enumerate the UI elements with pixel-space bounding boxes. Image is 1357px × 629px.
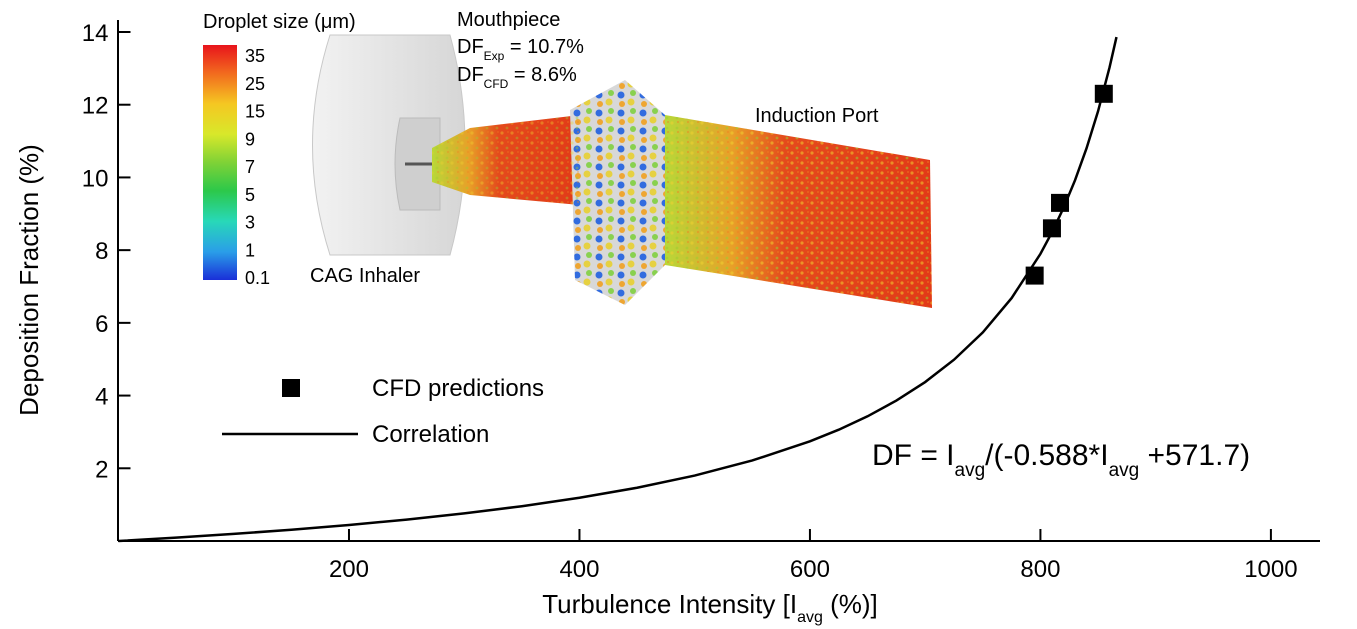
y-tick-label: 6 [95,311,108,338]
colorbar-title: Droplet size (μm) [203,11,356,33]
df-cfd: DFCFD = 8.6% [457,64,577,91]
subscript: Exp [484,49,505,63]
equation: DF = Iavg/(-0.588*Iavg +571.7) [872,439,1250,481]
colorbar-label: 7 [245,157,255,177]
colorbar-label: 3 [245,213,255,233]
axes [117,20,1320,542]
inset-label: Mouthpiece [457,9,560,31]
y-tick-label: 4 [95,384,108,411]
x-tick-label: 800 [1020,556,1060,583]
legend-label: Correlation [372,421,489,448]
y-tick-label: 2 [95,456,108,483]
x-axis-label: Turbulence Intensity [Iavg (%)] [542,589,878,626]
colorbar-label: 35 [245,46,265,66]
text-part: /(-0.588*I [985,439,1108,472]
text-part: DF = I [872,439,955,472]
x-tick-label: 600 [790,556,830,583]
text-part: DF [457,36,484,58]
colorbar [203,45,237,280]
colorbar-label: 25 [245,74,265,94]
subscript: avg [797,609,823,626]
text-part: Turbulence Intensity [I [542,589,797,619]
text-part: DF [457,64,484,86]
y-tick-label: 14 [82,20,109,47]
df-exp: DFExp = 10.7% [457,36,584,63]
inset-label: CAG Inhaler [310,265,420,287]
inset-render [203,34,932,308]
text-part: = 8.6% [508,64,577,86]
y-axis-label: Deposition Fraction (%) [14,144,44,416]
subscript: avg [955,460,986,481]
text-part: +571.7) [1139,439,1250,472]
legend-label: CFD predictions [372,375,544,402]
text-part: = 10.7% [504,36,584,58]
colorbar-label: 0.1 [245,268,270,288]
colorbar-label: 9 [245,129,255,149]
correlation-line [118,36,1118,543]
cfd-point [1025,266,1044,285]
colorbar-label: 1 [245,240,255,260]
subscript: avg [1109,460,1140,481]
y-tick-label: 12 [82,93,109,120]
y-tick-label: 8 [95,238,108,265]
x-tick-label: 200 [329,556,369,583]
x-tick-label: 400 [559,556,599,583]
colorbar-label: 15 [245,102,265,122]
colorbar-label: 5 [245,185,255,205]
inset-label: Induction Port [755,105,879,127]
text-part: (%)] [823,589,878,619]
legend-marker [282,379,300,397]
y-tick-label: 10 [82,165,109,192]
subscript: CFD [484,77,509,91]
x-tick-label: 1000 [1244,556,1297,583]
